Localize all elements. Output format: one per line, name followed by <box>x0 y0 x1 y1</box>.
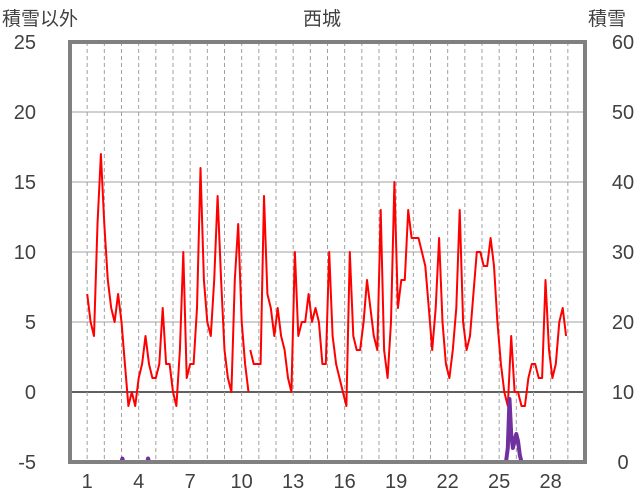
x-tick-label: 16 <box>334 471 356 493</box>
right-tick-label: 20 <box>612 312 634 334</box>
x-tick-label: 1 <box>82 471 93 493</box>
right-tick-label: 40 <box>612 172 634 194</box>
x-tick-label: 28 <box>540 471 562 493</box>
temperature-series-line <box>86 153 250 407</box>
plot-frame <box>68 40 587 464</box>
temperature-series-line <box>249 181 568 407</box>
x-tick-label: 13 <box>282 471 304 493</box>
right-tick-label: 30 <box>612 242 634 264</box>
tick-labels: -5 0 5 10 15 20 25 0 10 20 30 40 50 60 1 4 7 10 13 16 19 22 25… <box>14 32 634 493</box>
x-tick-label: 10 <box>231 471 253 493</box>
x-tick-label: 25 <box>488 471 510 493</box>
left-tick-label: 10 <box>14 242 36 264</box>
plot-border <box>68 40 587 464</box>
left-tick-label: 25 <box>14 32 36 54</box>
left-axis-label: 積雪以外 <box>2 8 78 30</box>
right-tick-label: 0 <box>617 452 628 474</box>
right-axis-label: 積雪 <box>588 8 626 30</box>
x-tick-label: 4 <box>133 471 144 493</box>
right-tick-label: 10 <box>612 382 634 404</box>
left-tick-label: 5 <box>25 312 36 334</box>
x-tick-label: 22 <box>437 471 459 493</box>
chart-title: 西城 <box>303 8 341 30</box>
x-tick-label: 19 <box>385 471 407 493</box>
right-tick-label: 60 <box>612 32 634 54</box>
left-tick-label: 0 <box>25 382 36 404</box>
left-tick-label: -5 <box>18 452 36 474</box>
left-tick-label: 15 <box>14 172 36 194</box>
grid <box>70 42 585 462</box>
left-tick-label: 20 <box>14 102 36 124</box>
right-tick-label: 50 <box>612 102 634 124</box>
x-tick-label: 7 <box>185 471 196 493</box>
